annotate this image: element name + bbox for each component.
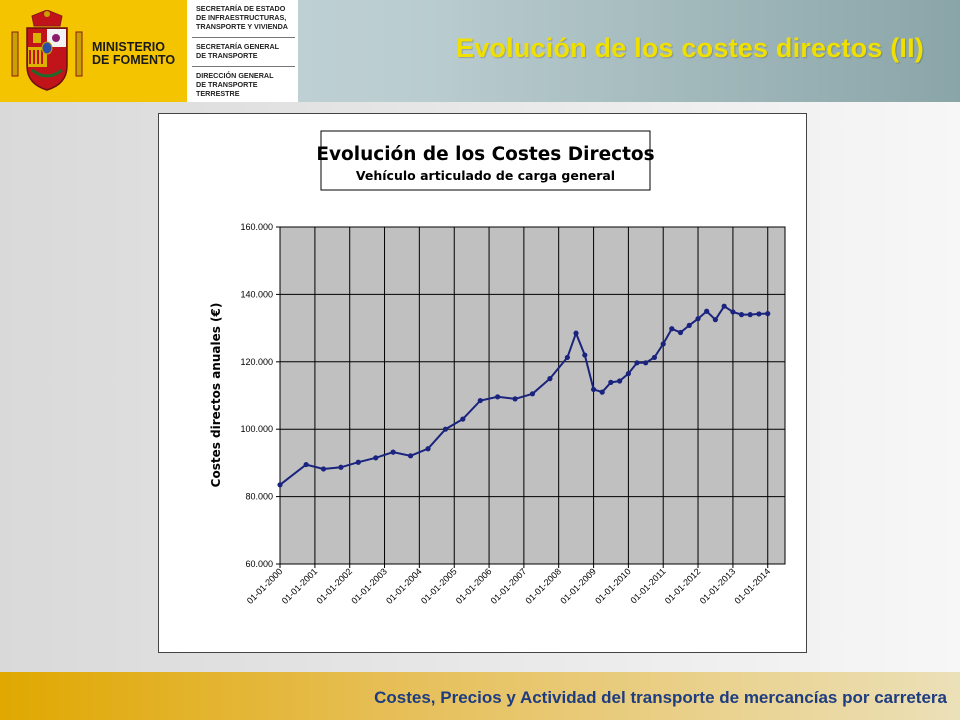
- ministry-name-line2: DE FOMENTO: [92, 53, 176, 67]
- data-point: [765, 311, 771, 317]
- series-line: [277, 303, 771, 488]
- x-tick-label: 01-01-2000: [245, 566, 285, 606]
- data-point: [277, 482, 283, 488]
- chart-title-box: [320, 130, 651, 191]
- x-tick-label: 01-01-2013: [698, 566, 738, 606]
- x-tick-label: 01-01-2001: [280, 566, 320, 606]
- footer-bar: Costes, Precios y Actividad del transpor…: [0, 672, 960, 720]
- secretariat-2-line2: DE TRANSPORTE: [196, 51, 258, 60]
- secretariat-1: SECRETARÍA DE ESTADO DE INFRAESTRUCTURAS…: [196, 4, 296, 31]
- x-tick-label: 01-01-2004: [384, 566, 424, 606]
- ministry-logo: MINISTERIO DE FOMENTO: [0, 0, 187, 102]
- x-tick-label: 01-01-2005: [419, 566, 459, 606]
- data-point: [730, 309, 736, 315]
- coat-of-arms-icon: [11, 10, 83, 91]
- y-tick-label: 140.000: [240, 289, 273, 299]
- data-point: [338, 464, 344, 470]
- data-point: [756, 311, 762, 317]
- data-point: [617, 378, 623, 384]
- data-point: [634, 360, 640, 366]
- secretariat-1-line3: TRANSPORTE Y VIVIENDA: [196, 22, 288, 31]
- secretariat-2-line1: SECRETARÍA GENERAL: [196, 42, 280, 51]
- data-point: [669, 326, 675, 332]
- x-tick-label: 01-01-2011: [628, 566, 667, 605]
- data-point: [495, 394, 501, 400]
- header-bar: MINISTERIO DE FOMENTO SECRETARÍA DE ESTA…: [0, 0, 960, 102]
- data-point: [303, 461, 309, 468]
- y-axis: 60.000 80.000 100.000 120.000 140.000 160.000: [240, 222, 280, 569]
- data-point: [407, 453, 414, 459]
- secretariat-3-line1: DIRECCIÓN GENERAL: [196, 71, 274, 80]
- secretariat-divider: [192, 37, 295, 38]
- y-tick-label: 120.000: [240, 357, 273, 367]
- chart-subtitle: Vehículo articulado de carga general: [356, 168, 615, 183]
- data-point: [390, 449, 396, 455]
- x-tick-label: 01-01-2014: [733, 566, 773, 606]
- data-point: [582, 352, 588, 358]
- data-point: [747, 312, 753, 318]
- x-tick-label: 01-01-2006: [454, 566, 494, 606]
- x-tick-label: 01-01-2002: [315, 566, 355, 606]
- secretariat-3: DIRECCIÓN GENERAL DE TRANSPORTE TERRESTR…: [196, 71, 296, 98]
- series-polyline: [279, 304, 768, 486]
- data-point: [547, 376, 553, 382]
- chart-title: Evolución de los Costes Directos: [316, 144, 654, 165]
- data-point: [677, 329, 684, 336]
- data-point: [564, 354, 570, 361]
- x-tick-label: 01-01-2012: [663, 566, 703, 606]
- data-point: [477, 397, 483, 404]
- chart-container: Evolución de los Costes Directos Vehícul…: [158, 113, 807, 653]
- data-point: [721, 303, 727, 309]
- data-point: [651, 354, 658, 361]
- y-tick-label: 80.000: [245, 492, 273, 502]
- x-tick-label: 01-01-2010: [593, 566, 633, 606]
- data-point: [695, 316, 701, 322]
- data-point: [712, 317, 718, 323]
- x-tick-label: 01-01-2003: [349, 566, 389, 606]
- data-point: [442, 426, 449, 432]
- data-point: [704, 308, 710, 314]
- data-point: [599, 389, 605, 395]
- data-point: [355, 459, 361, 465]
- y-tick-label: 160.000: [240, 222, 273, 232]
- secretariat-3-line2: DE TRANSPORTE: [196, 80, 258, 89]
- data-point: [373, 455, 379, 461]
- secretariat-1-line2: DE INFRAESTRUCTURAS,: [196, 13, 287, 22]
- footer-text: Costes, Precios y Actividad del transpor…: [374, 688, 947, 707]
- y-tick-label: 100.000: [240, 424, 273, 434]
- secretariat-3-line3: TERRESTRE: [196, 89, 240, 98]
- x-tick-label: 01-01-2007: [489, 566, 529, 606]
- data-point: [512, 396, 518, 402]
- data-point: [425, 446, 431, 452]
- y-axis-label: Costes directos anuales (€): [209, 303, 223, 488]
- secretariat-2: SECRETARÍA GENERAL DE TRANSPORTE: [196, 42, 296, 60]
- x-tick-label: 01-01-2008: [523, 566, 563, 606]
- secretariat-divider: [192, 66, 295, 67]
- data-point: [625, 370, 631, 377]
- slide-title: Evolución de los costes directos (II): [455, 33, 924, 63]
- data-point: [590, 386, 597, 393]
- data-point: [573, 330, 579, 336]
- data-point: [686, 322, 692, 329]
- x-axis: 01-01-200001-01-200101-01-200201-01-2003…: [245, 564, 772, 606]
- data-point: [643, 360, 649, 366]
- ministry-name-line1: MINISTERIO: [92, 40, 165, 54]
- data-point: [529, 391, 536, 397]
- data-point: [660, 341, 666, 347]
- data-point: [608, 379, 614, 385]
- data-point: [320, 466, 327, 472]
- data-point: [738, 312, 745, 318]
- x-tick-label: 01-01-2009: [558, 566, 598, 606]
- secretariat-1-line1: SECRETARÍA DE ESTADO: [196, 4, 286, 13]
- y-tick-label: 60.000: [245, 559, 273, 569]
- secretariat-list: SECRETARÍA DE ESTADO DE INFRAESTRUCTURAS…: [187, 0, 298, 102]
- grid-lines: [279, 227, 785, 564]
- data-point: [460, 416, 466, 422]
- line-chart: Evolución de los Costes Directos Vehícul…: [209, 130, 786, 606]
